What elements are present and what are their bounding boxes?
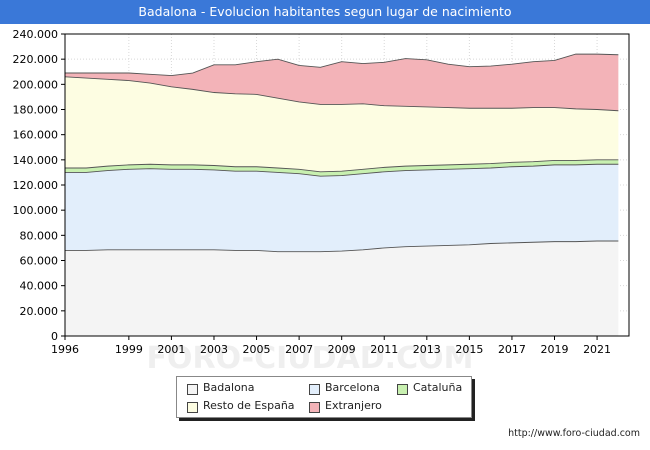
legend-swatch xyxy=(309,402,320,413)
legend: Badalona Barcelona Cataluña Resto de España… xyxy=(176,376,472,418)
x-tick-label: 2009 xyxy=(328,343,356,356)
y-tick-label: 140.000 xyxy=(13,154,59,167)
x-tick-label: 2011 xyxy=(370,343,398,356)
x-tick-label: 2021 xyxy=(583,343,611,356)
line-badalona xyxy=(65,240,619,253)
y-tick-label: 160.000 xyxy=(13,129,59,142)
y-tick-label: 20.000 xyxy=(20,305,59,318)
x-tick-label: 2007 xyxy=(285,343,313,356)
y-tick-label: 240.000 xyxy=(13,28,59,41)
area-badalona xyxy=(65,241,619,336)
chart-svg: FORO-CIUDAD.COM 0 20.000 40.000 60.000 80.00… xyxy=(13,28,630,374)
y-tick-label: 180.000 xyxy=(13,104,59,117)
y-tick-label: 100.000 xyxy=(13,204,59,217)
x-tick-label: 2005 xyxy=(243,343,271,356)
area-barcelona xyxy=(65,164,619,252)
line-barcelona xyxy=(65,163,619,177)
area-extranjero xyxy=(65,54,619,111)
legend-label: Cataluña xyxy=(413,381,463,394)
area-cataluna xyxy=(65,159,619,177)
area-layer xyxy=(65,54,619,336)
y-tick-label: 0 xyxy=(51,330,58,343)
line-layer xyxy=(64,53,619,253)
x-tick-label: 2015 xyxy=(455,343,483,356)
y-tick-label: 40.000 xyxy=(20,280,59,293)
chart-title: Badalona - Evolucion habitantes segun lu… xyxy=(0,0,650,24)
footer-url[interactable]: http://www.foro-ciudad.com xyxy=(508,428,640,439)
legend-swatch xyxy=(187,384,198,395)
area-resto xyxy=(65,76,619,172)
legend-label: Resto de España xyxy=(203,399,295,412)
y-axis-ticks: 0 20.000 40.000 60.000 80.000 100.000 120.000 1… xyxy=(13,28,65,343)
legend-label: Extranjero xyxy=(325,399,382,412)
legend-swatch xyxy=(397,384,408,395)
legend-swatch xyxy=(309,384,320,395)
legend-label: Badalona xyxy=(203,381,255,394)
line-cataluna xyxy=(65,159,619,173)
line-resto xyxy=(64,76,619,112)
x-tick-label: 2019 xyxy=(541,343,569,356)
y-tick-label: 200.000 xyxy=(13,78,59,91)
legend-label: Barcelona xyxy=(325,381,380,394)
x-tick-label: 2013 xyxy=(413,343,441,356)
y-tick-label: 220.000 xyxy=(13,53,59,66)
x-tick-label: 1996 xyxy=(51,343,79,356)
x-axis-ticks: 1996 1999 2001 2003 2005 2007 2009 2011 2013 2015… xyxy=(51,336,611,356)
legend-swatch xyxy=(187,402,198,413)
watermark: FORO-CIUDAD.COM xyxy=(147,341,474,374)
y-tick-label: 120.000 xyxy=(13,179,59,192)
x-tick-label: 2001 xyxy=(157,343,185,356)
x-tick-label: 2017 xyxy=(498,343,526,356)
x-tick-label: 1999 xyxy=(115,343,143,356)
line-extranjero xyxy=(65,53,619,76)
y-tick-label: 60.000 xyxy=(20,255,59,268)
y-tick-label: 80.000 xyxy=(20,229,59,242)
x-tick-label: 2003 xyxy=(200,343,228,356)
